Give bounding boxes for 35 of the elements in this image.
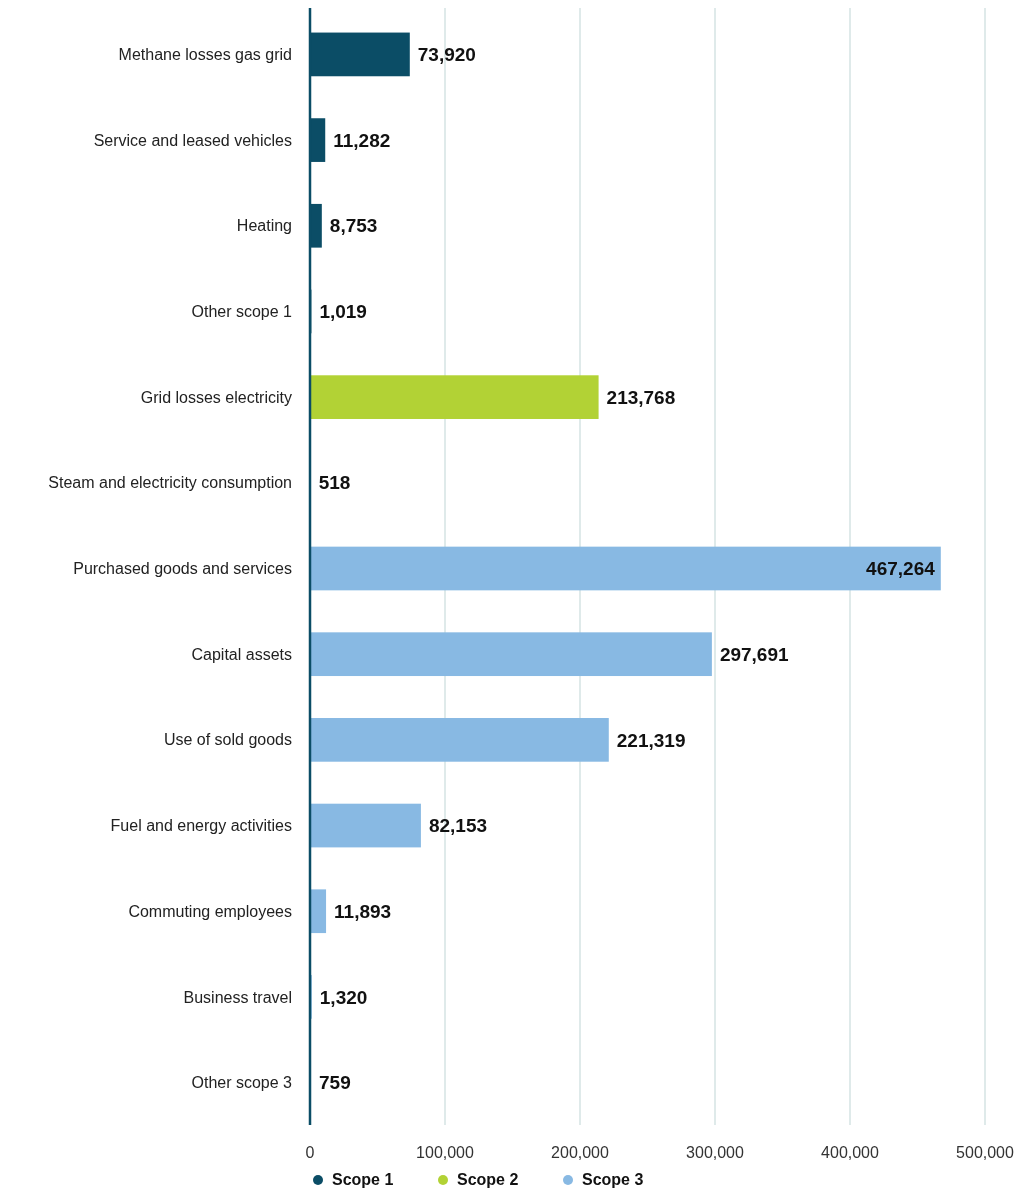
y-tick-label: Steam and electricity consumption bbox=[48, 474, 292, 492]
data-label: 73,920 bbox=[417, 44, 476, 66]
y-tick-label: Heating bbox=[236, 217, 292, 235]
x-tick-label: 200,000 bbox=[551, 1144, 610, 1161]
x-tick-label: 500,000 bbox=[956, 1144, 1015, 1161]
data-label: 759 bbox=[319, 1072, 351, 1094]
x-tick-label: 300,000 bbox=[686, 1144, 745, 1161]
data-label: 518 bbox=[318, 472, 351, 494]
legend-label: Scope 3 bbox=[582, 1171, 644, 1188]
y-tick-label: Other scope 1 bbox=[191, 303, 293, 321]
data-label: 221,319 bbox=[616, 729, 686, 751]
data-label: 1,320 bbox=[319, 986, 368, 1008]
y-tick-label: Use of sold goods bbox=[163, 731, 292, 749]
legend-label: Scope 1 bbox=[332, 1171, 394, 1188]
x-tick-label: 400,000 bbox=[821, 1144, 880, 1161]
y-tick-label: Commuting employees bbox=[128, 902, 292, 920]
y-tick-label: Grid losses electricity bbox=[140, 388, 292, 406]
y-tick-label: Other scope 3 bbox=[191, 1074, 293, 1092]
y-tick-label: Purchased goods and services bbox=[73, 560, 292, 578]
legend-label: Scope 2 bbox=[457, 1171, 519, 1188]
y-tick-label: Business travel bbox=[183, 988, 292, 1006]
data-label: 297,691 bbox=[719, 643, 789, 665]
y-tick-label: Service and leased vehicles bbox=[93, 131, 292, 149]
data-label: 82,153 bbox=[428, 815, 488, 837]
y-tick-label: Fuel and energy activities bbox=[110, 817, 292, 835]
y-tick-label: Capital assets bbox=[191, 645, 292, 663]
x-tick-label: 0 bbox=[305, 1144, 315, 1161]
data-label: 11,282 bbox=[333, 129, 391, 151]
y-tick-label: Methane losses gas grid bbox=[118, 46, 292, 64]
x-tick-label: 100,000 bbox=[416, 1144, 475, 1161]
data-label: 467,264 bbox=[866, 558, 936, 580]
data-label: 1,019 bbox=[319, 301, 367, 323]
data-label: 213,768 bbox=[606, 386, 676, 408]
data-label: 11,893 bbox=[334, 900, 392, 922]
data-label: 8,753 bbox=[329, 215, 378, 237]
